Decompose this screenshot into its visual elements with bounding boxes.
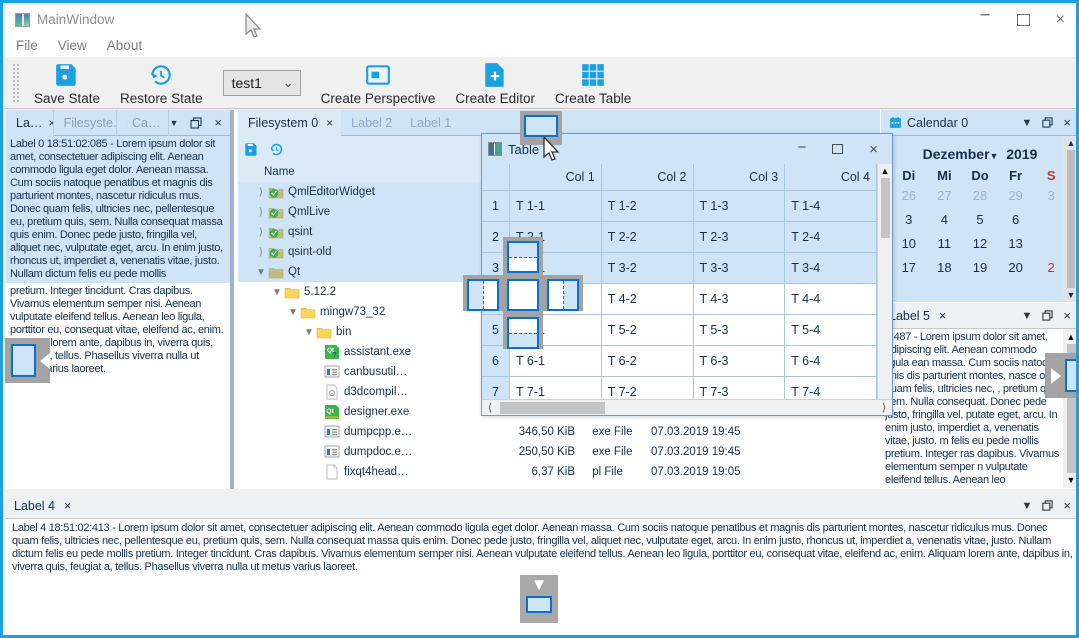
- svg-text:Qt: Qt: [326, 408, 334, 415]
- svg-text:?: ?: [333, 352, 337, 359]
